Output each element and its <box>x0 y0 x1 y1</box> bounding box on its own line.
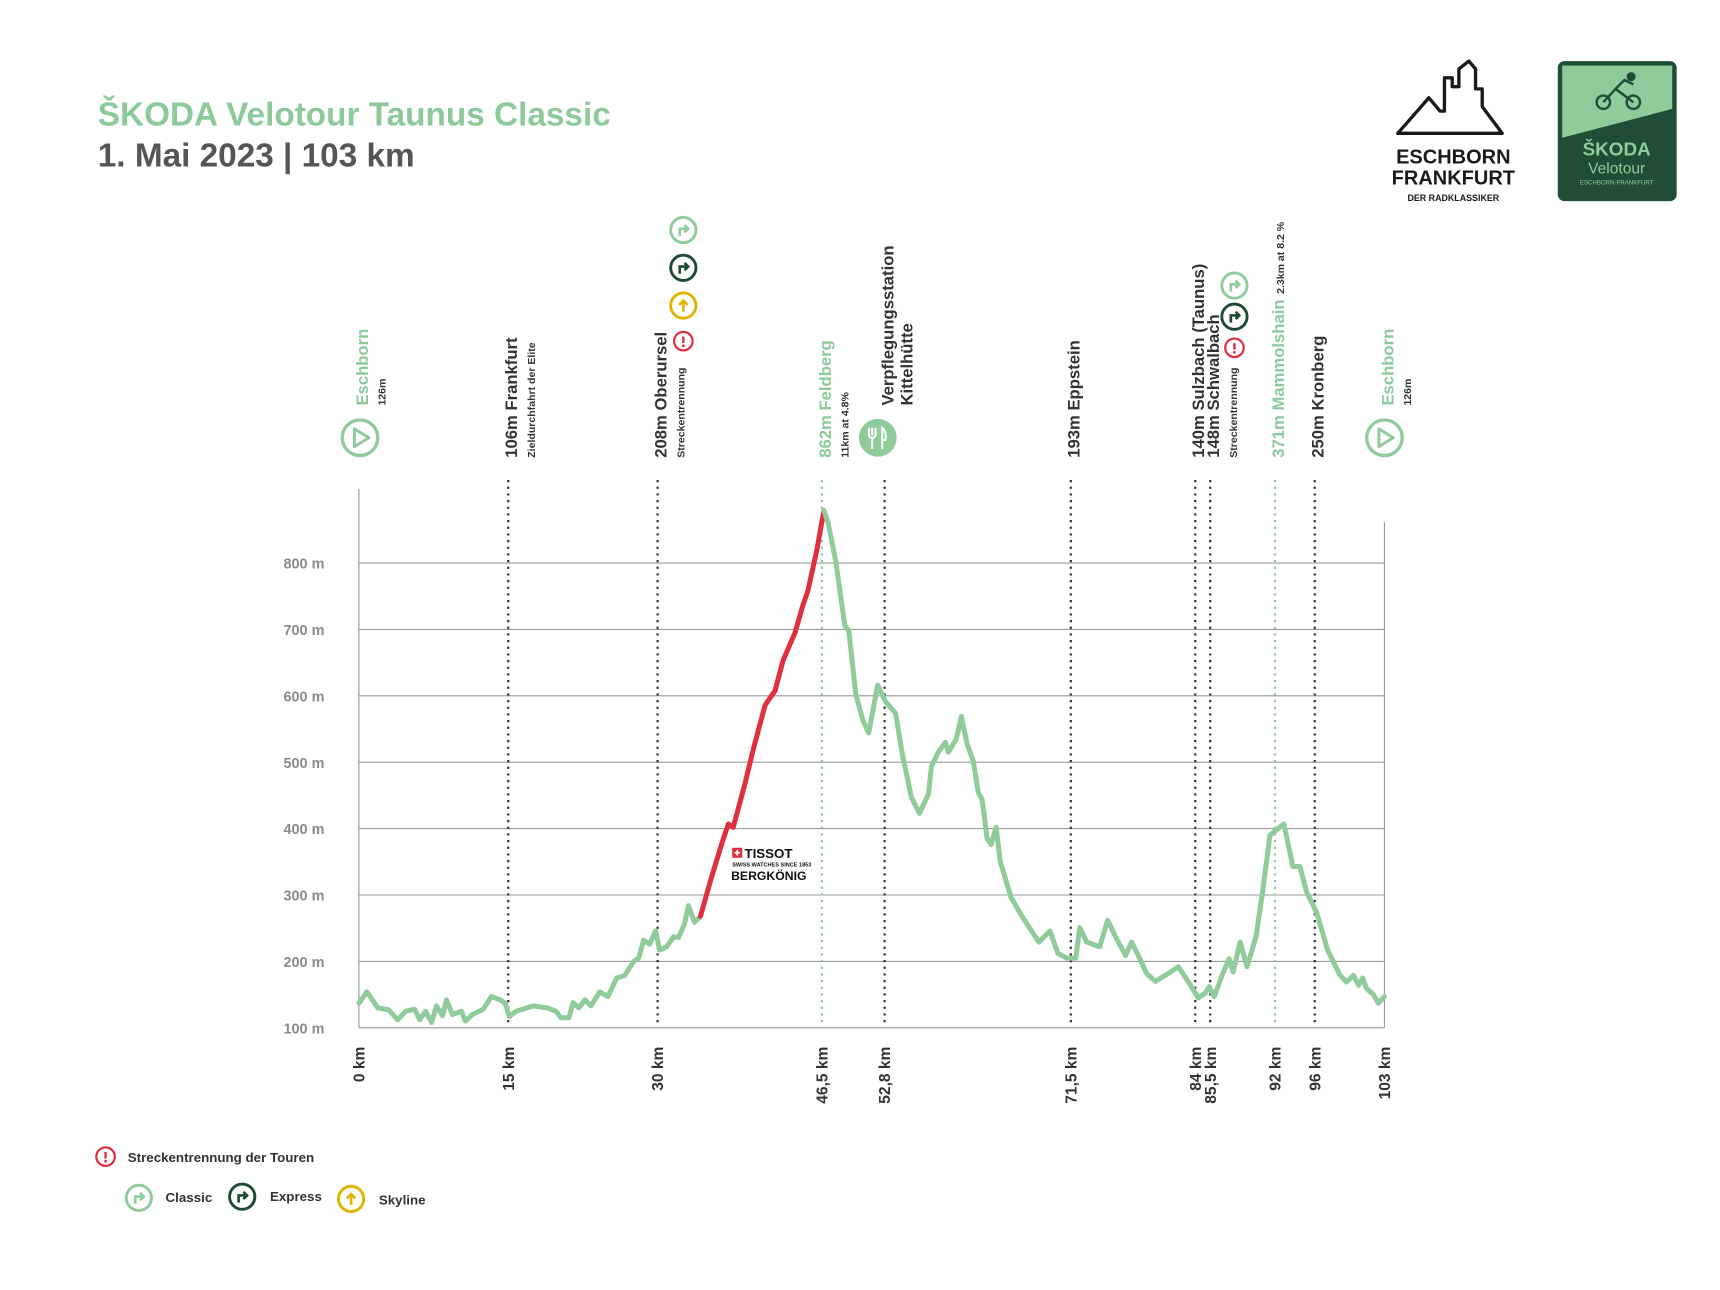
x-tick-label: 46,5 km <box>814 1047 831 1104</box>
split-icon <box>672 330 694 352</box>
elevation-line <box>821 508 1387 1006</box>
x-tick-label: 71,5 km <box>1063 1047 1080 1104</box>
start-icon <box>340 418 380 458</box>
legend-label: Streckentrennung der Touren <box>128 1150 314 1165</box>
sponsor-title: BERGKÖNIG <box>731 868 806 883</box>
split-icon <box>1223 337 1245 359</box>
classic-icon <box>1220 271 1249 300</box>
waypoint-label: 193m Eppstein <box>1065 340 1084 458</box>
waypoint-label: 862m Feldberg <box>816 340 835 458</box>
logo-band <box>1562 65 1673 138</box>
waypoint-note: Streckentrennung <box>675 368 687 458</box>
waypoint-note: Streckentrennung <box>1228 368 1240 458</box>
y-tick-label: 200 m <box>284 955 325 971</box>
waypoint-label: Eschborn <box>353 329 372 406</box>
x-tick-label: 96 km <box>1307 1047 1324 1091</box>
cyclist-icon <box>1595 72 1642 111</box>
classic-icon <box>124 1183 153 1212</box>
waypoint-note: 2.3km at 8.2 % <box>1275 221 1287 294</box>
sponsor-brand: TISSOT <box>744 846 792 861</box>
waypoint-label: 371m Mammolshain <box>1269 299 1288 457</box>
food-icon <box>857 417 898 458</box>
chart-subtitle: 1. Mai 2023 | 103 km <box>98 138 415 175</box>
logo-text: DER RADKLASSIKER <box>1407 193 1499 203</box>
x-tick-label: 84 km <box>1188 1047 1205 1091</box>
logo-text: ESCHBORN-FRANKFURT <box>1580 179 1654 186</box>
waypoint-note: 126m <box>1402 379 1414 406</box>
y-tick-label: 500 m <box>284 756 325 772</box>
skyline-icon <box>337 1184 366 1213</box>
logo-text: ESCHBORN <box>1396 146 1510 168</box>
sponsor-badge: TISSOT SWISS WATCHES SINCE 1853 BERGKÖNI… <box>731 846 811 883</box>
x-tick-label: 0 km <box>351 1047 368 1082</box>
legend-label: Express <box>270 1189 322 1204</box>
waypoint-label: 208m Oberursel <box>651 332 670 458</box>
legend-label: Classic <box>166 1190 213 1205</box>
skyline-icon <box>669 291 698 320</box>
y-tick-label: 300 m <box>284 889 325 905</box>
elevation-line <box>356 903 703 1025</box>
classic-icon <box>669 215 698 245</box>
chart-title: ŠKODA Velotour Taunus Classic <box>98 95 611 134</box>
waypoint-label: Eschborn <box>1378 329 1397 406</box>
skyline-icon <box>1396 59 1504 135</box>
legend-label: Skyline <box>379 1192 426 1207</box>
x-tick-label: 52,8 km <box>877 1047 894 1104</box>
waypoint-label: 250m Kronberg <box>1309 336 1328 458</box>
x-tick-label: 85,5 km <box>1203 1047 1220 1104</box>
express-icon <box>228 1182 257 1211</box>
waypoint-label: 106m Frankfurt <box>502 337 521 458</box>
express-icon <box>1220 302 1249 331</box>
race-logo: ESCHBORN FRANKFURT DER RADKLASSIKER <box>1392 59 1515 203</box>
elevation-line <box>697 508 827 919</box>
y-tick-label: 800 m <box>284 557 325 573</box>
x-tick-label: 103 km <box>1377 1047 1394 1100</box>
y-tick-label: 400 m <box>284 822 325 838</box>
waypoint-label: Verpflegungsstation <box>878 245 897 405</box>
finish-icon <box>1364 418 1404 458</box>
express-icon <box>669 253 698 282</box>
logo-text: Velotour <box>1588 160 1645 177</box>
waypoint-note: 126m <box>377 379 389 406</box>
waypoint-note: Zieldurchfahrt der Elite <box>526 342 538 458</box>
waypoint-label: 140m Sulzbach (Taunus) <box>1189 264 1208 458</box>
logo-text: ŠKODA <box>1583 139 1652 161</box>
tour-logo: ŠKODA Velotour ESCHBORN-FRANKFURT <box>1557 61 1677 202</box>
sponsor-tagline: SWISS WATCHES SINCE 1853 <box>732 863 811 869</box>
waypoint-label: Kittelhütte <box>897 323 916 405</box>
waypoint-label: 148m Schwalbach <box>1204 314 1223 458</box>
x-tick-label: 15 km <box>501 1047 518 1091</box>
logo-text: FRANKFURT <box>1392 167 1515 189</box>
y-tick-label: 100 m <box>284 1021 325 1037</box>
legend: Streckentrennung der Touren Classic Expr… <box>95 1146 426 1213</box>
x-tick-label: 92 km <box>1267 1047 1284 1091</box>
y-tick-label: 600 m <box>284 689 325 705</box>
x-tick-label: 30 km <box>650 1047 667 1091</box>
split-icon <box>95 1146 117 1168</box>
waypoint-note: 11km at 4.8% <box>840 391 852 457</box>
y-tick-label: 700 m <box>284 623 325 639</box>
